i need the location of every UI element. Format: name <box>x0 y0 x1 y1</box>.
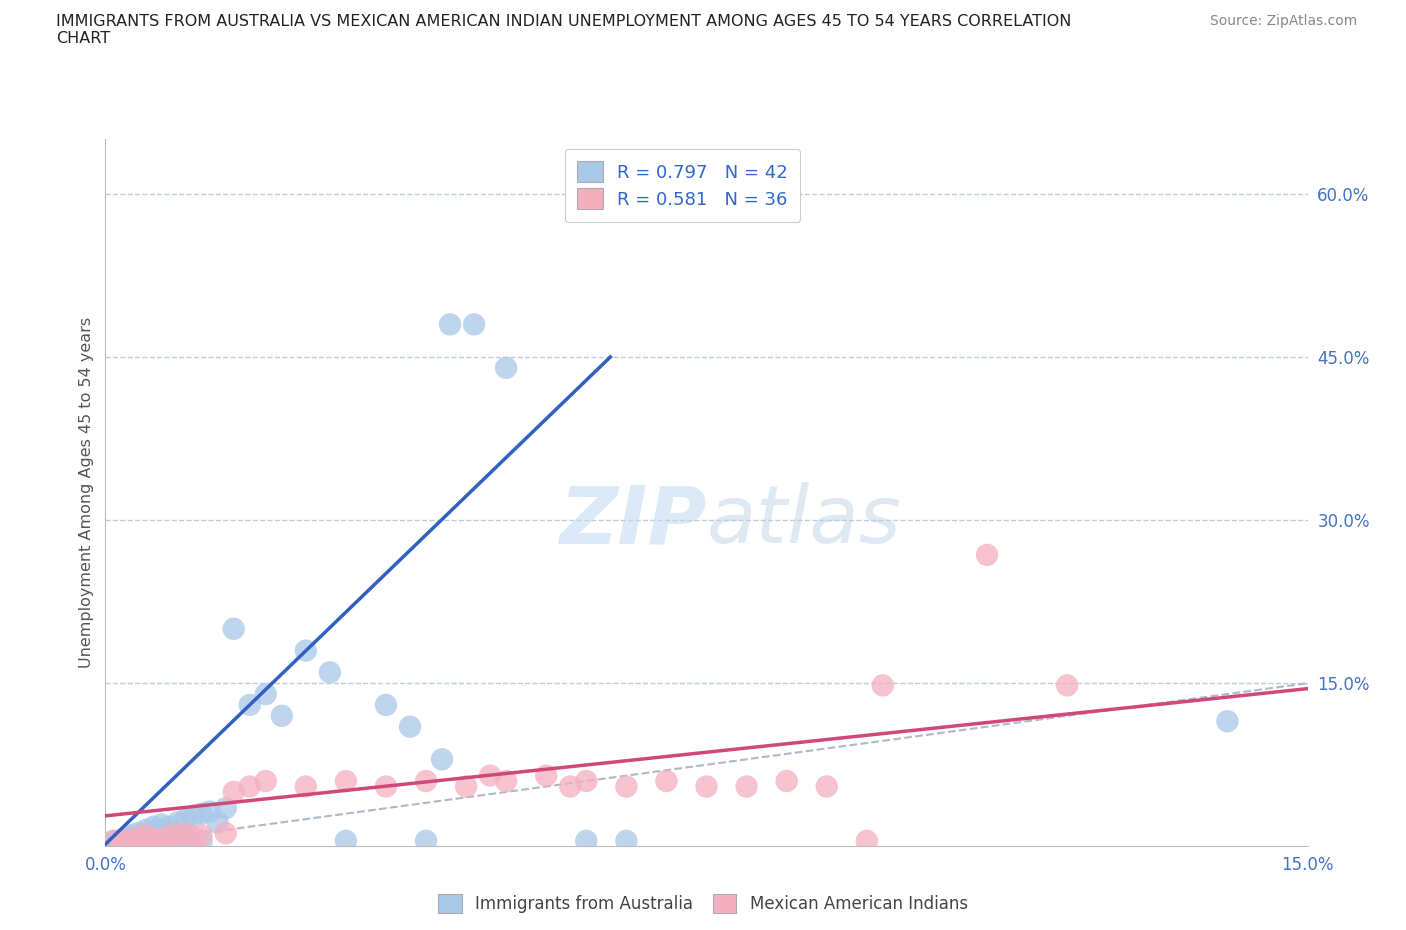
Point <box>110 832 132 847</box>
Point <box>575 774 598 789</box>
Point <box>110 832 132 847</box>
Point <box>103 835 125 850</box>
Point <box>335 774 357 789</box>
Point <box>103 833 125 848</box>
Point <box>127 830 149 845</box>
Point <box>214 801 236 816</box>
Point <box>439 317 461 332</box>
Point <box>495 361 517 376</box>
Point <box>976 548 998 563</box>
Point <box>430 751 453 766</box>
Point <box>103 833 125 848</box>
Point <box>399 719 422 734</box>
Point <box>415 774 437 789</box>
Point <box>135 828 157 843</box>
Point <box>270 709 292 724</box>
Point <box>159 828 181 843</box>
Text: Source: ZipAtlas.com: Source: ZipAtlas.com <box>1209 14 1357 28</box>
Point <box>142 819 165 834</box>
Point <box>159 833 181 848</box>
Point <box>335 833 357 848</box>
Point <box>166 828 188 843</box>
Point <box>239 698 262 712</box>
Point <box>735 779 758 794</box>
Point <box>463 317 485 332</box>
Text: IMMIGRANTS FROM AUSTRALIA VS MEXICAN AMERICAN INDIAN UNEMPLOYMENT AMONG AGES 45 : IMMIGRANTS FROM AUSTRALIA VS MEXICAN AME… <box>56 14 1071 29</box>
Point <box>696 779 718 794</box>
Point <box>560 779 582 794</box>
Point <box>616 779 638 794</box>
Point <box>150 832 173 847</box>
Point <box>166 815 188 830</box>
Point <box>319 665 342 680</box>
Point <box>127 826 149 841</box>
Point <box>142 831 165 846</box>
Point <box>159 819 181 834</box>
Point <box>616 833 638 848</box>
Text: CHART: CHART <box>56 31 110 46</box>
Point <box>415 833 437 848</box>
Legend: Immigrants from Australia, Mexican American Indians: Immigrants from Australia, Mexican Ameri… <box>432 887 974 920</box>
Point <box>118 828 141 843</box>
Point <box>239 779 262 794</box>
Point <box>815 779 838 794</box>
Text: ZIP: ZIP <box>560 482 707 560</box>
Point <box>118 833 141 848</box>
Point <box>254 774 277 789</box>
Point <box>118 831 141 846</box>
Point <box>254 686 277 701</box>
Point <box>295 779 318 794</box>
Point <box>110 834 132 849</box>
Point <box>198 804 221 819</box>
Point <box>479 768 502 783</box>
Point <box>214 826 236 841</box>
Point <box>190 833 212 848</box>
Point <box>183 808 205 823</box>
Point <box>174 830 197 845</box>
Point <box>150 817 173 832</box>
Point <box>135 822 157 837</box>
Point <box>142 826 165 841</box>
Point <box>174 812 197 827</box>
Point <box>207 815 229 830</box>
Point <box>855 833 877 848</box>
Point <box>534 768 557 783</box>
Point <box>1216 714 1239 729</box>
Point <box>190 828 212 843</box>
Point <box>135 828 157 843</box>
Point <box>872 678 894 693</box>
Point <box>1056 678 1078 693</box>
Point <box>295 644 318 658</box>
Point <box>655 774 678 789</box>
Y-axis label: Unemployment Among Ages 45 to 54 years: Unemployment Among Ages 45 to 54 years <box>79 317 94 669</box>
Point <box>776 774 799 789</box>
Point <box>174 826 197 841</box>
Point <box>575 833 598 848</box>
Point <box>454 779 477 794</box>
Point <box>495 774 517 789</box>
Point <box>374 779 398 794</box>
Point <box>222 621 245 636</box>
Point <box>374 698 398 712</box>
Text: atlas: atlas <box>707 482 901 560</box>
Legend: R = 0.797   N = 42, R = 0.581   N = 36: R = 0.797 N = 42, R = 0.581 N = 36 <box>565 149 800 222</box>
Point <box>190 806 212 821</box>
Point <box>150 822 173 837</box>
Point <box>183 830 205 845</box>
Point <box>222 785 245 800</box>
Point <box>127 830 149 845</box>
